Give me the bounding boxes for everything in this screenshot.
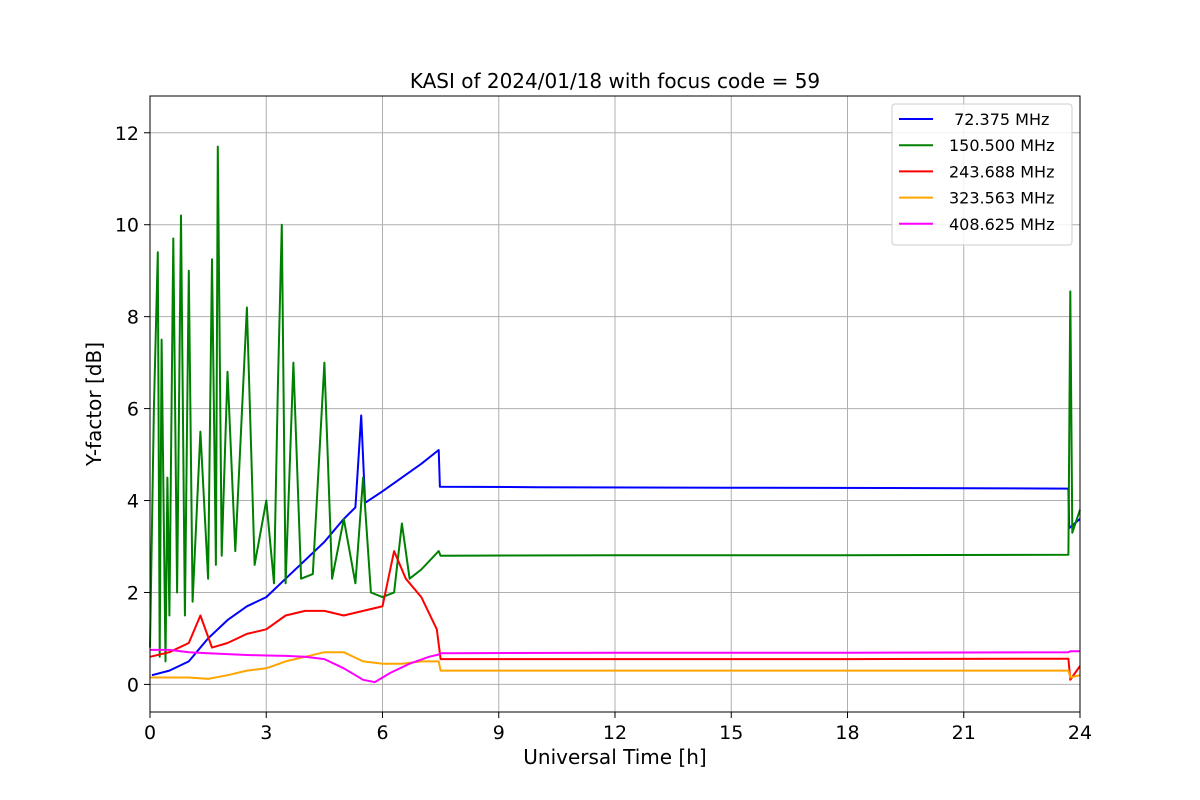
grid-lines — [149, 96, 1081, 712]
legend-label-4: 408.625 MHz — [949, 215, 1054, 234]
x-tick-label-8: 24 — [1068, 722, 1092, 744]
y-tick-label-5: 10 — [115, 215, 139, 237]
x-tick-label-5: 15 — [719, 722, 743, 744]
x-axis-label: Universal Time [h] — [523, 745, 706, 769]
y-tick-label-3: 6 — [127, 399, 139, 421]
y-tick-label-1: 2 — [127, 582, 139, 604]
x-tick-label-3: 9 — [493, 722, 505, 744]
legend-label-2: 243.688 MHz — [949, 162, 1054, 181]
series-line-3 — [150, 651, 1081, 680]
legend: 72.375 MHz 150.500 MHz 243.688 MHz 323.563 … — [891, 103, 1073, 246]
chart-title: KASI of 2024/01/18 with focus code = 59 — [410, 69, 820, 93]
series-line-1 — [149, 145, 1081, 663]
series-layer — [149, 145, 1081, 684]
x-tick-label-0: 0 — [144, 722, 156, 744]
y-tick-label-2: 4 — [127, 491, 139, 513]
y-tick-label-6: 12 — [115, 123, 139, 145]
legend-label-3: 323.563 MHz — [949, 189, 1054, 208]
y-axis-label: Y-factor [dB] — [82, 342, 106, 467]
x-tick-label-6: 18 — [835, 722, 859, 744]
y-tick-label-4: 8 — [127, 307, 139, 329]
x-tick-label-7: 21 — [952, 722, 976, 744]
legend-label-0: 72.375 MHz — [949, 110, 1049, 129]
series-line-4 — [150, 648, 1080, 684]
x-tick-label-2: 6 — [376, 722, 388, 744]
legend-label-1: 150.500 MHz — [949, 136, 1054, 155]
x-tick-label-1: 3 — [260, 722, 272, 744]
series-line-0 — [151, 414, 1081, 677]
series-line-2 — [149, 550, 1081, 681]
legend-box — [891, 103, 1073, 246]
y-tick-label-0: 0 — [127, 674, 139, 696]
x-tick-label-4: 12 — [603, 722, 627, 744]
